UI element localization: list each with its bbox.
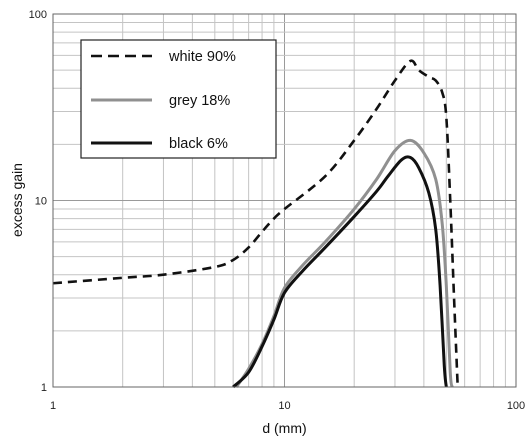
x-axis-label: d (mm) <box>262 420 306 436</box>
plot-frame <box>52 13 517 388</box>
legend: white 90% grey 18% black 6% <box>80 39 277 159</box>
x-tick-label: 100 <box>507 400 525 412</box>
x-tick-label: 1 <box>50 400 56 412</box>
y-tick-label: 100 <box>29 9 47 21</box>
tick-labels: 1 10 100 1 10 100 <box>29 9 526 412</box>
y-tick-label: 1 <box>41 382 47 394</box>
y-axis-label: excess gain <box>9 163 25 237</box>
legend-label-grey-18: grey 18% <box>169 93 230 109</box>
series-layer <box>52 59 460 389</box>
series-line-black-6 <box>232 155 448 389</box>
y-tick-label: 10 <box>35 196 47 208</box>
x-tick-label: 10 <box>278 400 290 412</box>
legend-label-white-90: white 90% <box>168 49 236 65</box>
legend-label-black-6: black 6% <box>169 136 228 152</box>
